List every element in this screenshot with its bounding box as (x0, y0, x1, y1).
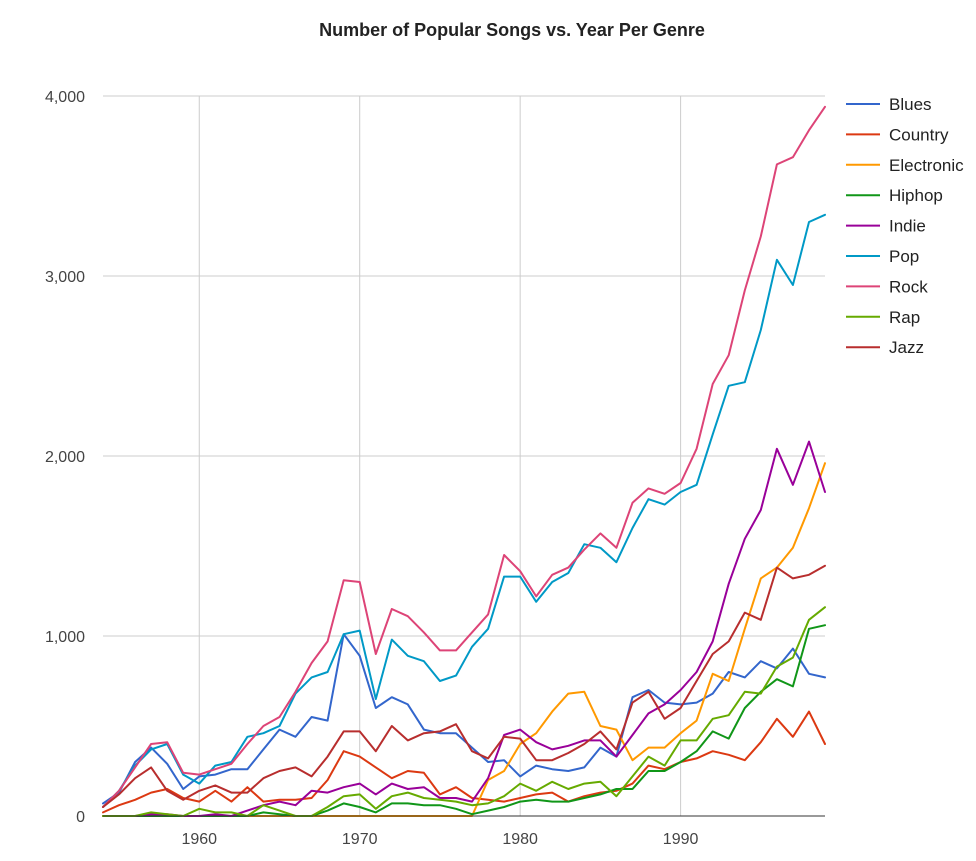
series-line-jazz (102, 564, 826, 808)
y-tick-label: 2,000 (45, 449, 85, 466)
series-line-electronic (102, 462, 826, 817)
legend-label-blues: Blues (889, 95, 932, 114)
legend: Blues Country Electronic Hiphop Indie Pop Rock… (846, 95, 964, 357)
x-tick-label: 1960 (181, 831, 217, 848)
x-tick-label: 1970 (342, 831, 378, 848)
y-tick-label: 0 (76, 809, 85, 826)
series-line-pop (102, 213, 826, 808)
series-lines (102, 105, 826, 817)
legend-label-rock: Rock (889, 277, 928, 296)
series-line-indie (102, 440, 826, 817)
series-line-rock (102, 105, 826, 808)
x-tick-label: 1990 (663, 831, 699, 848)
chart-title: Number of Popular Songs vs. Year Per Gen… (319, 20, 705, 40)
legend-label-rap: Rap (889, 308, 920, 327)
legend-label-pop: Pop (889, 247, 919, 266)
x-tick-label: 1980 (502, 831, 538, 848)
legend-label-jazz: Jazz (889, 338, 924, 357)
legend-label-country: Country (889, 125, 949, 144)
y-tick-label: 3,000 (45, 269, 85, 286)
legend-label-electronic: Electronic (889, 156, 964, 175)
legend-label-hiphop: Hiphop (889, 186, 943, 205)
series-line-country (102, 710, 826, 814)
gridlines (103, 95, 825, 816)
y-tick-label: 1,000 (45, 629, 85, 646)
axes: 0 1,000 2,000 3,000 4,000 1960 1970 1980 1990 (45, 89, 825, 848)
legend-label-indie: Indie (889, 217, 926, 236)
series-line-rap (102, 606, 826, 817)
y-tick-label: 4,000 (45, 89, 85, 106)
